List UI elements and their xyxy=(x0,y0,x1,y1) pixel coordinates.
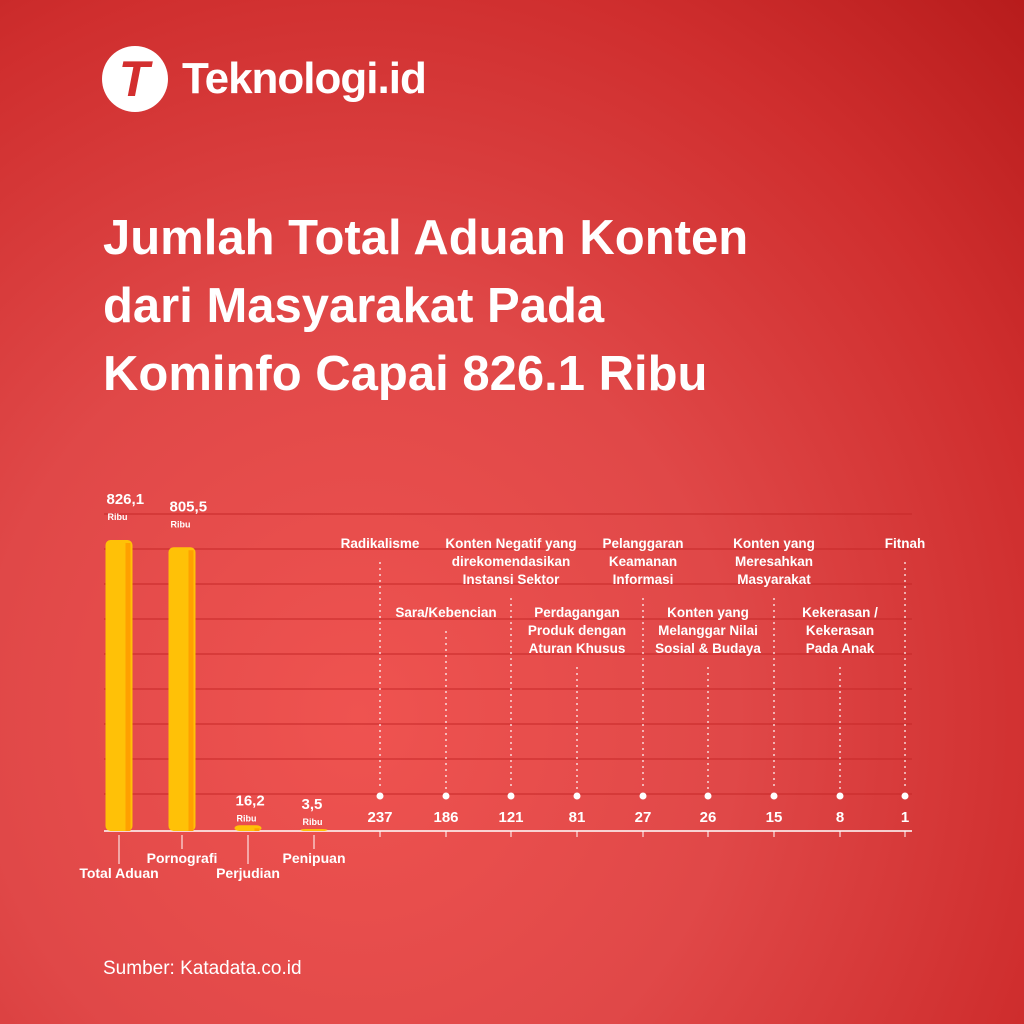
category-label: Sosial & Budaya xyxy=(655,641,761,656)
category-label: direkomendasikan xyxy=(452,554,571,569)
category-label: Kekerasan xyxy=(806,623,874,638)
data-point xyxy=(770,792,778,800)
logo-mark-icon: T xyxy=(102,46,168,112)
source-note: Sumber: Katadata.co.id xyxy=(103,958,302,979)
title-line-1: Jumlah Total Aduan Konten xyxy=(103,211,749,265)
category-label: Instansi Sektor xyxy=(463,572,561,587)
data-point xyxy=(704,792,712,800)
title-line-3: Kominfo Capai 826.1 Ribu xyxy=(103,347,708,401)
category-label: Konten yang xyxy=(667,605,749,620)
data-point xyxy=(507,792,515,800)
logo-letter: T xyxy=(118,51,150,107)
bar-value-label: 805,5 xyxy=(170,498,208,515)
data-value-label: 81 xyxy=(569,809,586,826)
data-value-label: 27 xyxy=(635,809,652,826)
data-point xyxy=(376,792,384,800)
data-point xyxy=(836,792,844,800)
data-point xyxy=(901,792,909,800)
data-value-label: 121 xyxy=(498,809,523,826)
data-value-label: 8 xyxy=(836,809,844,826)
data-value-label: 186 xyxy=(433,809,458,826)
bar-category-label: Penipuan xyxy=(282,850,345,866)
data-value-label: 15 xyxy=(766,809,783,826)
category-label: Perdagangan xyxy=(534,605,620,620)
title-line-2: dari Masyarakat Pada xyxy=(103,279,605,333)
bar-value-label: 3,5 xyxy=(302,796,323,813)
bar-unit-label: Ribu xyxy=(303,817,323,827)
category-label: Produk dengan xyxy=(528,623,626,638)
bar-shade xyxy=(254,828,260,831)
category-label: Fitnah xyxy=(885,536,926,551)
page-title: Jumlah Total Aduan Konten dari Masyaraka… xyxy=(103,204,963,408)
data-point xyxy=(639,792,647,800)
category-label: Keamanan xyxy=(609,554,677,569)
category-label: Kekerasan / xyxy=(802,605,878,620)
category-label: Konten yang xyxy=(733,536,815,551)
category-label: Konten Negatif yang xyxy=(445,536,576,551)
bar-value-label: 16,2 xyxy=(236,792,265,809)
bar-category-label: Pornografi xyxy=(147,850,218,866)
data-value-label: 26 xyxy=(700,809,717,826)
category-label: Radikalisme xyxy=(341,536,420,551)
category-label: Meresahkan xyxy=(735,554,813,569)
category-label: Pelanggaran xyxy=(602,536,683,551)
category-label: Aturan Khusus xyxy=(529,641,626,656)
data-value-label: 237 xyxy=(367,809,392,826)
data-point xyxy=(442,792,450,800)
bar-shade xyxy=(188,550,194,831)
bar-unit-label: Ribu xyxy=(237,813,257,823)
bar-category-label: Total Aduan xyxy=(79,865,158,881)
data-point xyxy=(573,792,581,800)
bar-value-label: 826,1 xyxy=(107,491,145,508)
category-label: Sara/Kebencian xyxy=(395,605,496,620)
bar-unit-label: Ribu xyxy=(108,512,128,522)
brand-name: Teknologi.id xyxy=(182,54,427,103)
bar-unit-label: Ribu xyxy=(171,519,191,529)
bar xyxy=(300,829,328,831)
category-label: Melanggar Nilai xyxy=(658,623,758,638)
data-value-label: 1 xyxy=(901,809,909,826)
category-label: Pada Anak xyxy=(806,641,875,656)
bar-shade xyxy=(125,543,131,831)
category-label: Masyarakat xyxy=(737,572,811,587)
brand-logo: T Teknologi.id xyxy=(102,46,427,112)
category-label: Informasi xyxy=(613,572,674,587)
bar-category-label: Perjudian xyxy=(216,865,280,881)
